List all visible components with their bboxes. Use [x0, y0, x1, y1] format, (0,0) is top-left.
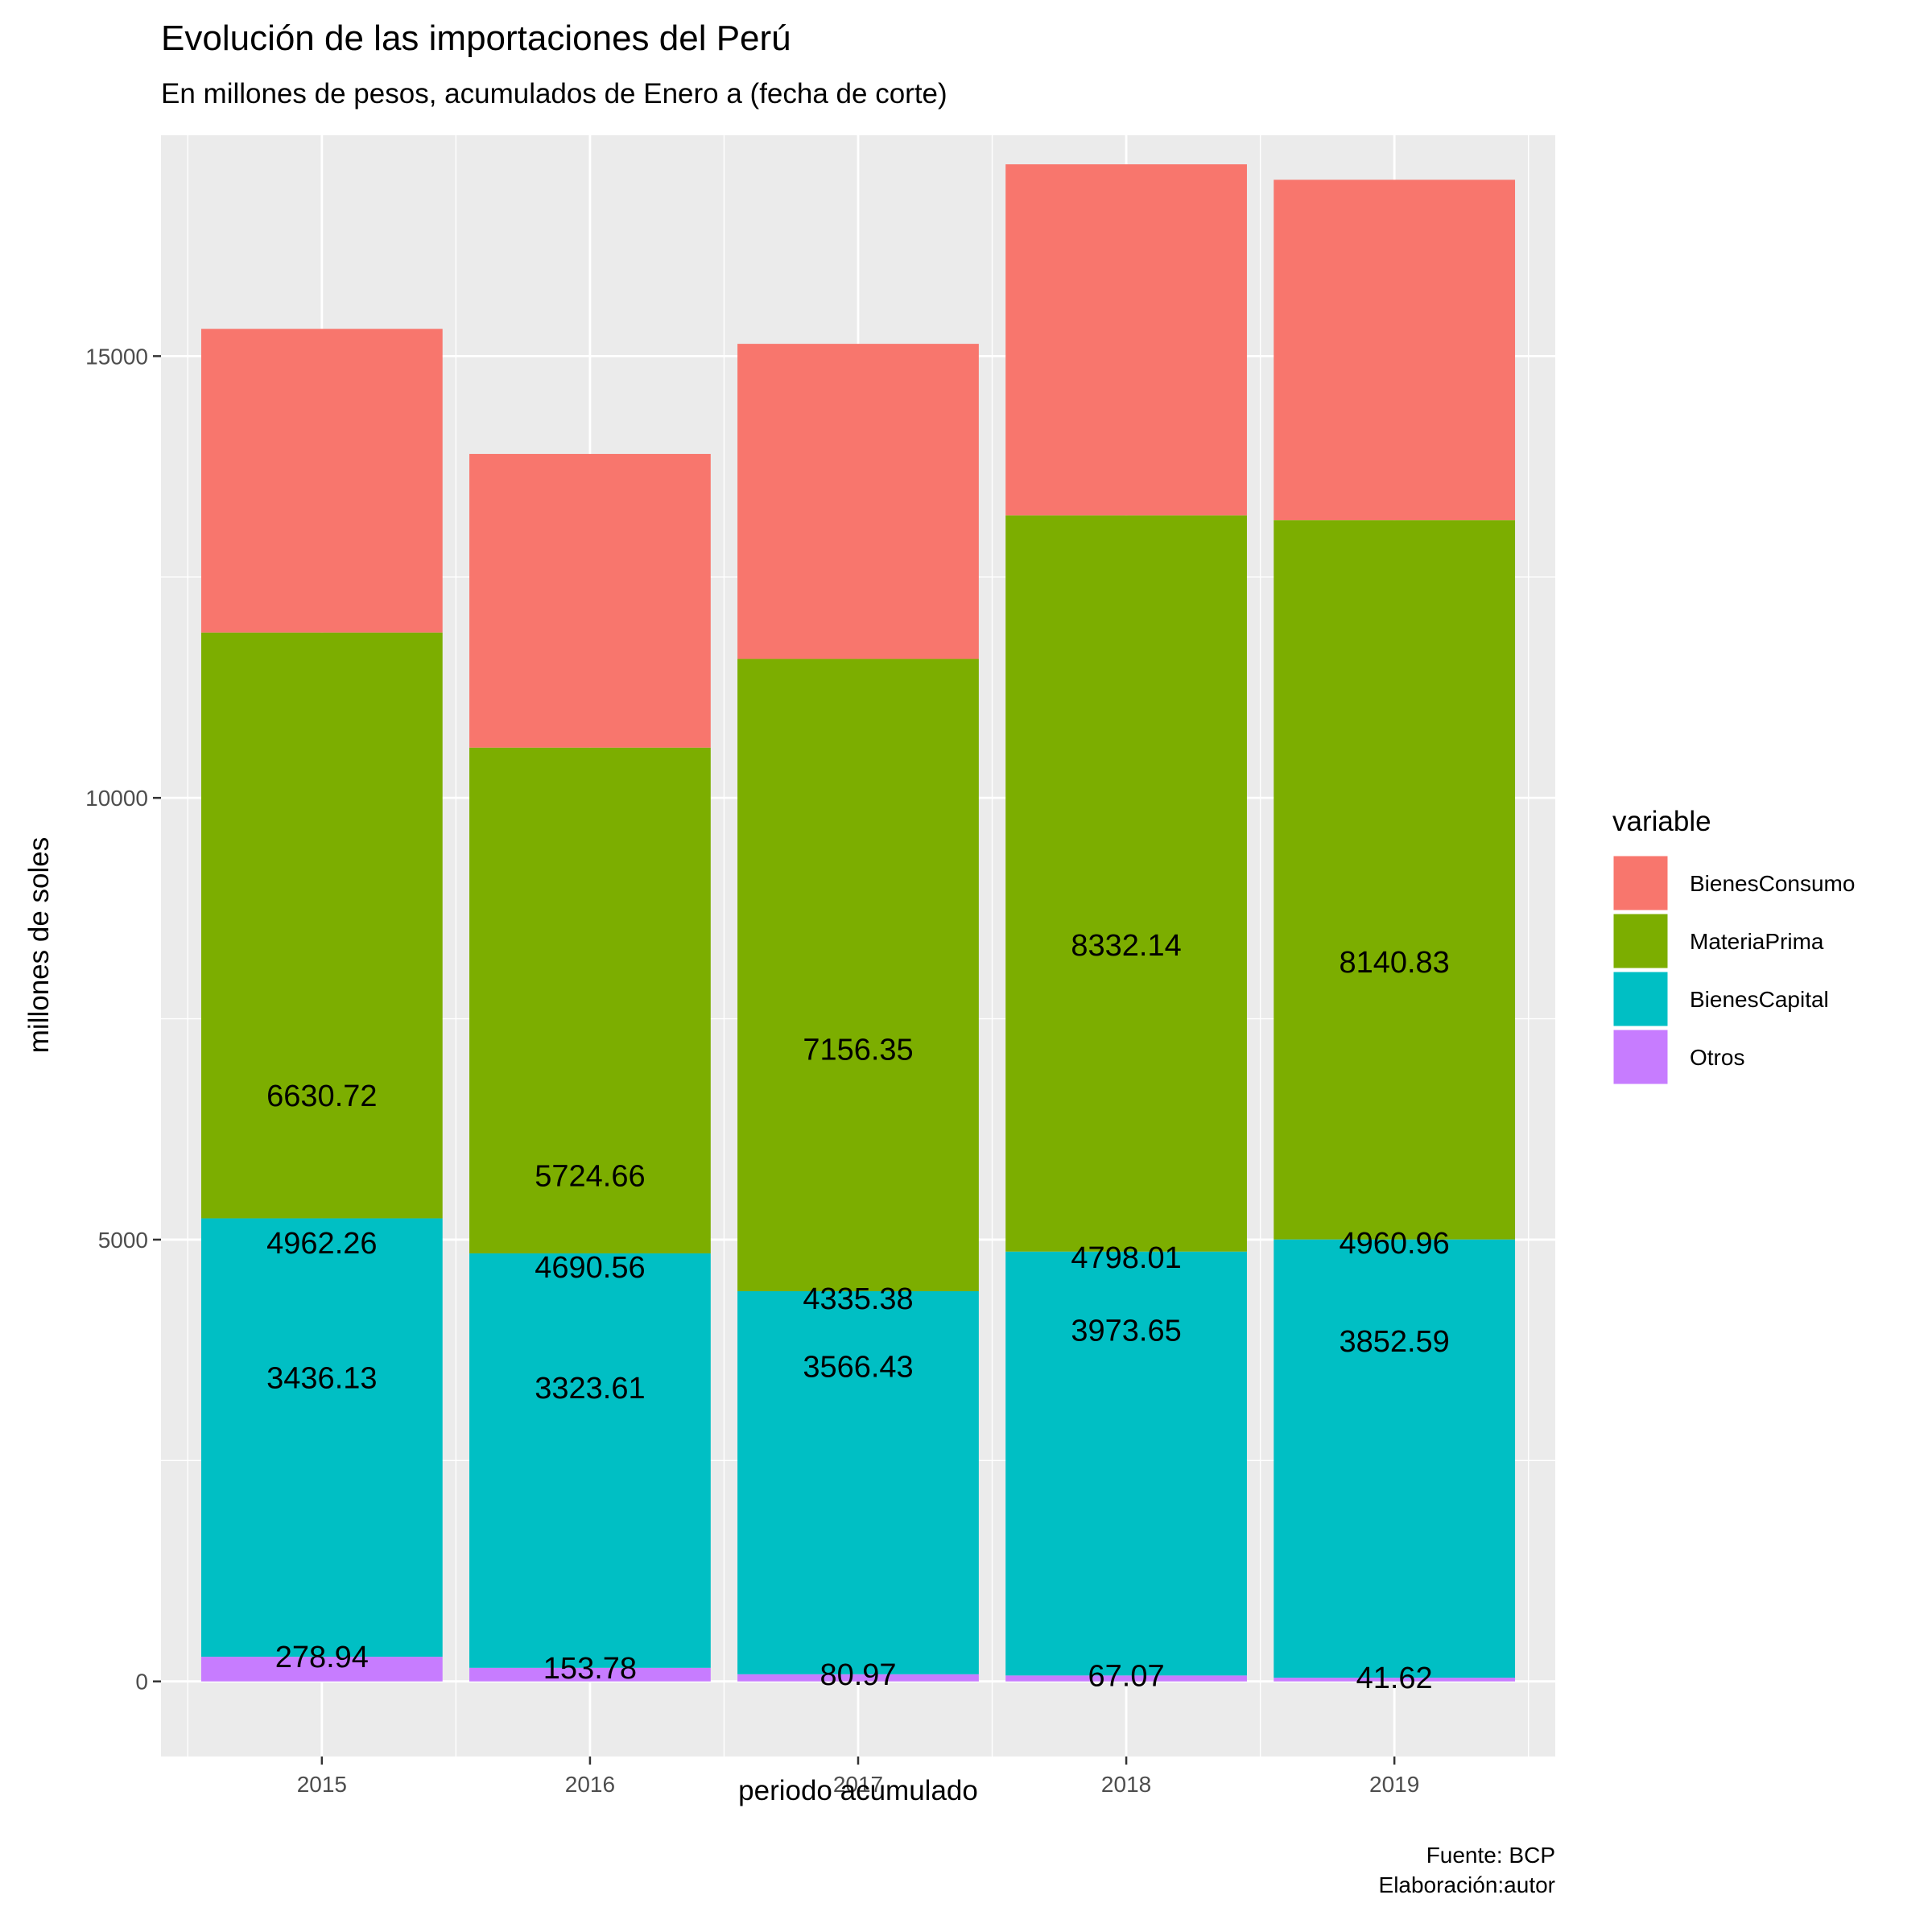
caption: Fuente: BCP Elaboración:autor [1379, 1843, 1555, 1897]
bar-segment-otros-2017 [737, 1674, 979, 1682]
bar-segment-bienescapital-2015 [200, 1218, 443, 1657]
bar-segment-bienescapital-2016 [469, 1253, 711, 1668]
bar-segment-otros-2018 [1005, 1675, 1247, 1682]
data-label-bienescapital-2019: 4960.96 [1339, 1227, 1449, 1261]
legend: variable BienesConsumo MateriaPrima Bienes… [1611, 806, 1855, 1087]
legend-label-bienesconsumo: BienesConsumo [1690, 871, 1855, 896]
x-tick-label: 2018 [1101, 1772, 1151, 1797]
legend-key-bienescapital [1611, 969, 1670, 1029]
bar-segment-bienesconsumo-2019 [1274, 180, 1516, 521]
x-axis: 2015 2016 2017 2018 2019 [297, 1757, 1419, 1797]
y-axis: 0 5000 10000 15000 [85, 344, 161, 1695]
legend-key-bienesconsumo [1611, 853, 1670, 913]
data-label-bienescapital-2016: 4690.56 [535, 1251, 645, 1285]
bar-segment-bienesconsumo-2018 [1005, 164, 1247, 516]
bar-segment-otros-2019 [1274, 1678, 1516, 1682]
bar-segment-materiaprima-2015 [200, 632, 443, 1219]
data-label-bienescapital-2017: 4335.38 [803, 1282, 913, 1316]
data-label-bienesconsumo-2015: 3436.13 [266, 1362, 377, 1396]
data-label-otros-2015: 278.94 [275, 1641, 369, 1674]
legend-key-otros [1611, 1027, 1670, 1087]
legend-title: variable [1612, 806, 1711, 837]
data-label-bienescapital-2015: 4962.26 [266, 1227, 377, 1261]
bar-segment-materiaprima-2016 [469, 747, 711, 1254]
bars [200, 164, 1516, 1682]
bar-segment-bienesconsumo-2017 [737, 344, 979, 659]
y-tick-label: 5000 [98, 1228, 148, 1253]
data-label-otros-2017: 80.97 [819, 1658, 896, 1692]
data-label-materiaprima-2019: 8140.83 [1339, 946, 1449, 980]
chart-title: Evolución de las importaciones del Perú [161, 19, 791, 58]
data-label-otros-2019: 41.62 [1356, 1662, 1433, 1695]
bar-segment-bienescapital-2017 [737, 1290, 979, 1674]
data-label-bienesconsumo-2018: 3973.65 [1071, 1315, 1181, 1348]
chart-subtitle: En millones de pesos, acumulados de Ener… [161, 78, 947, 109]
bar-segment-bienesconsumo-2015 [200, 328, 443, 633]
data-label-bienesconsumo-2017: 3566.43 [803, 1350, 913, 1384]
bar-segment-otros-2016 [469, 1667, 711, 1682]
y-tick-label: 0 [135, 1670, 148, 1695]
data-label-otros-2018: 67.07 [1088, 1659, 1165, 1693]
bar-segment-bienescapital-2019 [1274, 1239, 1516, 1678]
data-label-materiaprima-2016: 5724.66 [535, 1159, 645, 1193]
x-tick-label: 2015 [297, 1772, 347, 1797]
bar-labels: 278.94 4962.26 6630.72 3436.13 153.78 4690.56… [266, 929, 1450, 1695]
bar-segment-bienescapital-2018 [1005, 1251, 1247, 1676]
data-label-materiaprima-2015: 6630.72 [266, 1080, 377, 1113]
data-label-bienesconsumo-2016: 3323.61 [535, 1372, 645, 1406]
data-label-otros-2016: 153.78 [543, 1652, 637, 1686]
bar-segment-materiaprima-2019 [1274, 520, 1516, 1240]
legend-label-materiaprima: MateriaPrima [1690, 929, 1824, 954]
legend-label-otros: Otros [1690, 1045, 1744, 1070]
x-tick-label: 2017 [833, 1772, 883, 1797]
legend-key-materiaprima [1611, 911, 1670, 971]
x-tick-label: 2019 [1369, 1772, 1419, 1797]
caption-source: Fuente: BCP [1426, 1843, 1555, 1868]
bar-segment-materiaprima-2018 [1005, 515, 1247, 1252]
x-tick-label: 2016 [565, 1772, 615, 1797]
data-label-bienesconsumo-2019: 3852.59 [1339, 1325, 1449, 1359]
legend-label-bienescapital: BienesCapital [1690, 987, 1829, 1012]
data-label-materiaprima-2018: 8332.14 [1071, 929, 1181, 963]
y-tick-label: 15000 [85, 344, 148, 369]
caption-author: Elaboración:autor [1379, 1872, 1555, 1897]
data-label-materiaprima-2017: 7156.35 [803, 1033, 913, 1067]
bar-segment-materiaprima-2017 [737, 658, 979, 1291]
x-axis-title: periodo acumulado [738, 1775, 978, 1806]
y-axis-title: millones de soles [23, 837, 55, 1053]
bar-segment-otros-2015 [200, 1657, 443, 1682]
bar-segment-bienesconsumo-2016 [469, 453, 711, 748]
y-tick-label: 10000 [85, 786, 148, 811]
data-label-bienescapital-2018: 4798.01 [1071, 1241, 1181, 1275]
